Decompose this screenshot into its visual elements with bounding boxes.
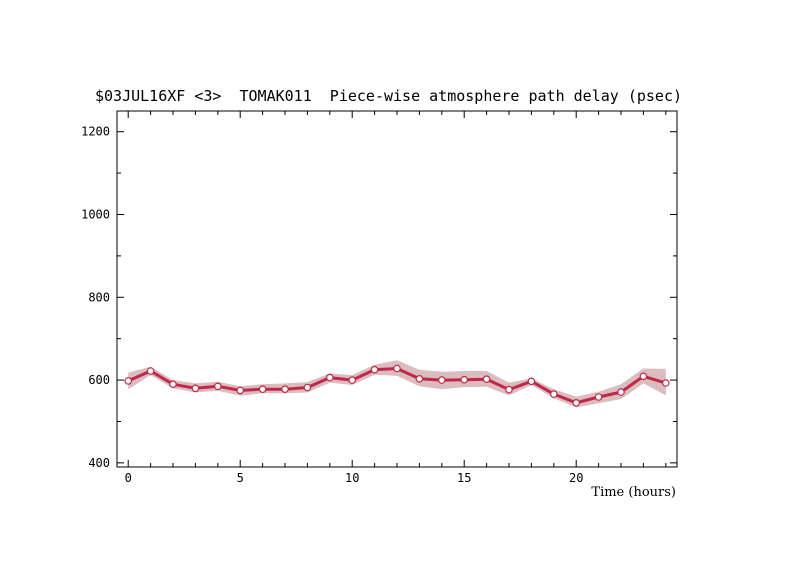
data-point [169,380,177,389]
data-point [549,390,558,398]
x-axis-label: Time (hours) [591,485,676,500]
y-tick-label: 1000 [81,207,110,221]
data-point [437,376,446,384]
plot-frame [116,110,678,468]
data-point [393,364,401,373]
x-tick-label: 10 [345,471,359,485]
data-point [482,375,491,384]
data-point [303,383,312,392]
y-tick-label: 400 [88,456,110,470]
chart-title: $03JUL16XF <3> TOMAK011 Piece-wise atmos… [95,87,682,105]
y-tick-label: 1200 [81,125,110,139]
data-point [572,398,581,407]
data-point [281,385,289,394]
series-marker-layer [124,364,670,407]
data-point [214,382,222,391]
data-point [639,372,648,381]
data-point [415,374,424,383]
data-point [124,377,133,385]
data-point [348,376,357,384]
data-point [505,385,513,394]
data-point [460,375,469,384]
data-point [661,379,670,387]
data-point [236,386,245,395]
data-point [617,388,625,396]
x-tick-label: 20 [569,471,583,485]
y-tick-labels: 400 600 800 1000 1200 [81,125,110,470]
x-tick-label: 15 [457,471,471,485]
data-point [258,385,267,394]
data-point [191,384,200,393]
data-point [594,393,603,401]
x-tick-labels: 0 5 10 15 20 [125,471,584,485]
x-tick-label: 5 [237,471,244,485]
data-point [325,373,334,382]
y-tick-label: 600 [88,373,110,387]
y-tick-label: 800 [88,290,110,304]
data-point [370,365,379,374]
data-point [527,377,536,386]
data-point [146,367,155,375]
x-tick-label: 0 [125,471,132,485]
axis-ticks [117,111,677,467]
